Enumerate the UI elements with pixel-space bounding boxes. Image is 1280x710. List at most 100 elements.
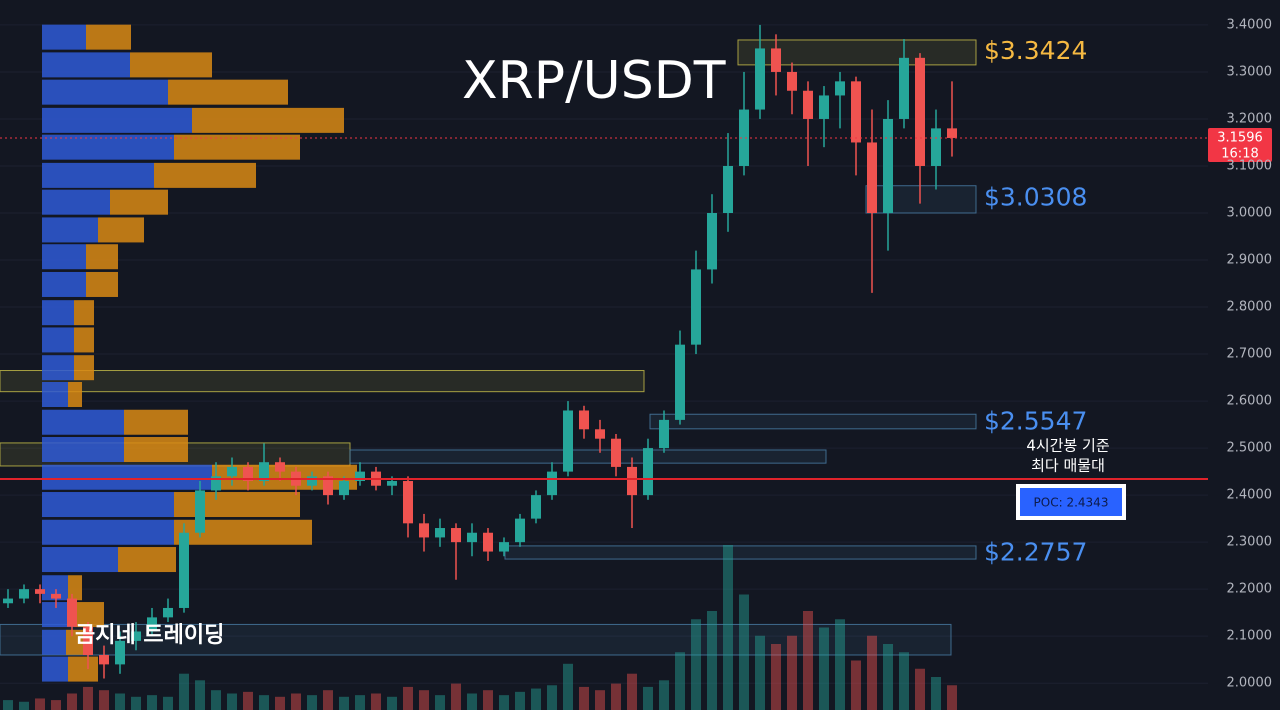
level-label: $2.5547 [984, 406, 1087, 435]
candle-body [563, 410, 573, 472]
candle-body [419, 523, 429, 538]
volume-bar [227, 693, 237, 710]
candle-body [691, 269, 701, 345]
watermark: 곰지네 트레이딩 [75, 623, 224, 648]
volume-bar [531, 688, 541, 710]
candle-body [387, 481, 397, 486]
candle-body [883, 118, 893, 213]
y-tick-label: 2.5000 [1227, 441, 1273, 456]
volume-bar [371, 693, 381, 710]
candle-body [467, 532, 477, 543]
y-tick-label: 3.2000 [1227, 111, 1273, 126]
candle-body [947, 128, 957, 138]
candle-body [195, 490, 205, 533]
candle-body [227, 466, 237, 477]
volume-bar [483, 690, 493, 710]
volume-bar [659, 680, 669, 710]
volume-bar [419, 690, 429, 710]
volume-bar [499, 695, 509, 710]
volume-bar [195, 680, 205, 710]
profile-sell [174, 134, 300, 160]
candle-body [131, 631, 141, 641]
profile-sell [168, 79, 288, 105]
candle-body [99, 654, 109, 665]
volume-bar [211, 690, 221, 710]
poc-box [1020, 488, 1122, 516]
candle-body [355, 471, 365, 482]
y-tick-label: 3.4000 [1227, 17, 1273, 32]
profile-sell [74, 327, 94, 353]
candle-body [675, 344, 685, 420]
poc-note: 4시간봉 기준 [1026, 437, 1110, 455]
volume-bar [131, 696, 141, 710]
y-tick-label: 2.7000 [1227, 347, 1273, 362]
volume-bar [83, 686, 93, 710]
volume-bar [595, 690, 605, 710]
candle-body [579, 410, 589, 430]
candle-body [243, 466, 253, 482]
price-zone [0, 623, 952, 656]
profile-buy [42, 134, 174, 160]
candle-body [451, 528, 461, 543]
volume-bar [675, 652, 685, 710]
profile-sell [130, 52, 212, 78]
candle-body [611, 438, 621, 467]
candle-body [595, 429, 605, 439]
volume-bar [643, 686, 653, 710]
y-tick-label: 2.1000 [1227, 629, 1273, 644]
profile-sell [192, 107, 344, 133]
profile-sell [68, 575, 82, 601]
volume-bar [707, 611, 717, 710]
volume-bar [99, 690, 109, 710]
profile-sell [68, 656, 98, 682]
candle-body [115, 640, 125, 665]
profile-buy [42, 464, 212, 490]
volume-bar [403, 686, 413, 710]
profile-sell [74, 355, 94, 381]
profile-buy [42, 271, 86, 297]
candles [3, 24, 957, 679]
y-tick-label: 3.0000 [1227, 206, 1273, 221]
volume-bar [259, 695, 269, 710]
profile-buy [42, 519, 174, 545]
volume-bar [739, 594, 749, 710]
candle-body [835, 81, 845, 96]
volume-bar [899, 652, 909, 710]
profile-buy [42, 547, 118, 573]
profile-buy [42, 409, 124, 435]
candle-body [547, 471, 557, 496]
poc-label: POC: 2.4343 [1034, 496, 1109, 510]
volume-bar [67, 693, 77, 710]
volume-bar [787, 635, 797, 710]
candle-body [899, 57, 909, 119]
volume-bar [819, 627, 829, 710]
candle-body [323, 476, 333, 496]
volume-bar [755, 635, 765, 710]
candle-body [339, 481, 349, 496]
profile-buy [42, 381, 68, 407]
profile-buy [42, 355, 74, 381]
volume-bar [179, 673, 189, 710]
candle-body [67, 598, 77, 627]
volume-bar [307, 695, 317, 710]
profile-buy [42, 217, 98, 243]
volume-bar [163, 696, 173, 710]
profile-buy [42, 24, 86, 50]
last-price-tag [1208, 127, 1272, 162]
profile-sell [174, 519, 312, 545]
volume-bar [883, 644, 893, 710]
candle-body [147, 617, 157, 632]
volume-bar [51, 700, 61, 710]
candle-body [803, 90, 813, 119]
candle-body [83, 626, 93, 655]
chart-title: XRP/USDT [462, 51, 726, 111]
candle-body [787, 71, 797, 91]
profile-buy [42, 107, 192, 133]
candle-body [851, 81, 861, 143]
volume-bar [515, 691, 525, 710]
candle-body [259, 462, 269, 482]
y-tick-label: 2.9000 [1227, 253, 1273, 268]
volume-bar [387, 696, 397, 710]
candle-body [771, 48, 781, 72]
